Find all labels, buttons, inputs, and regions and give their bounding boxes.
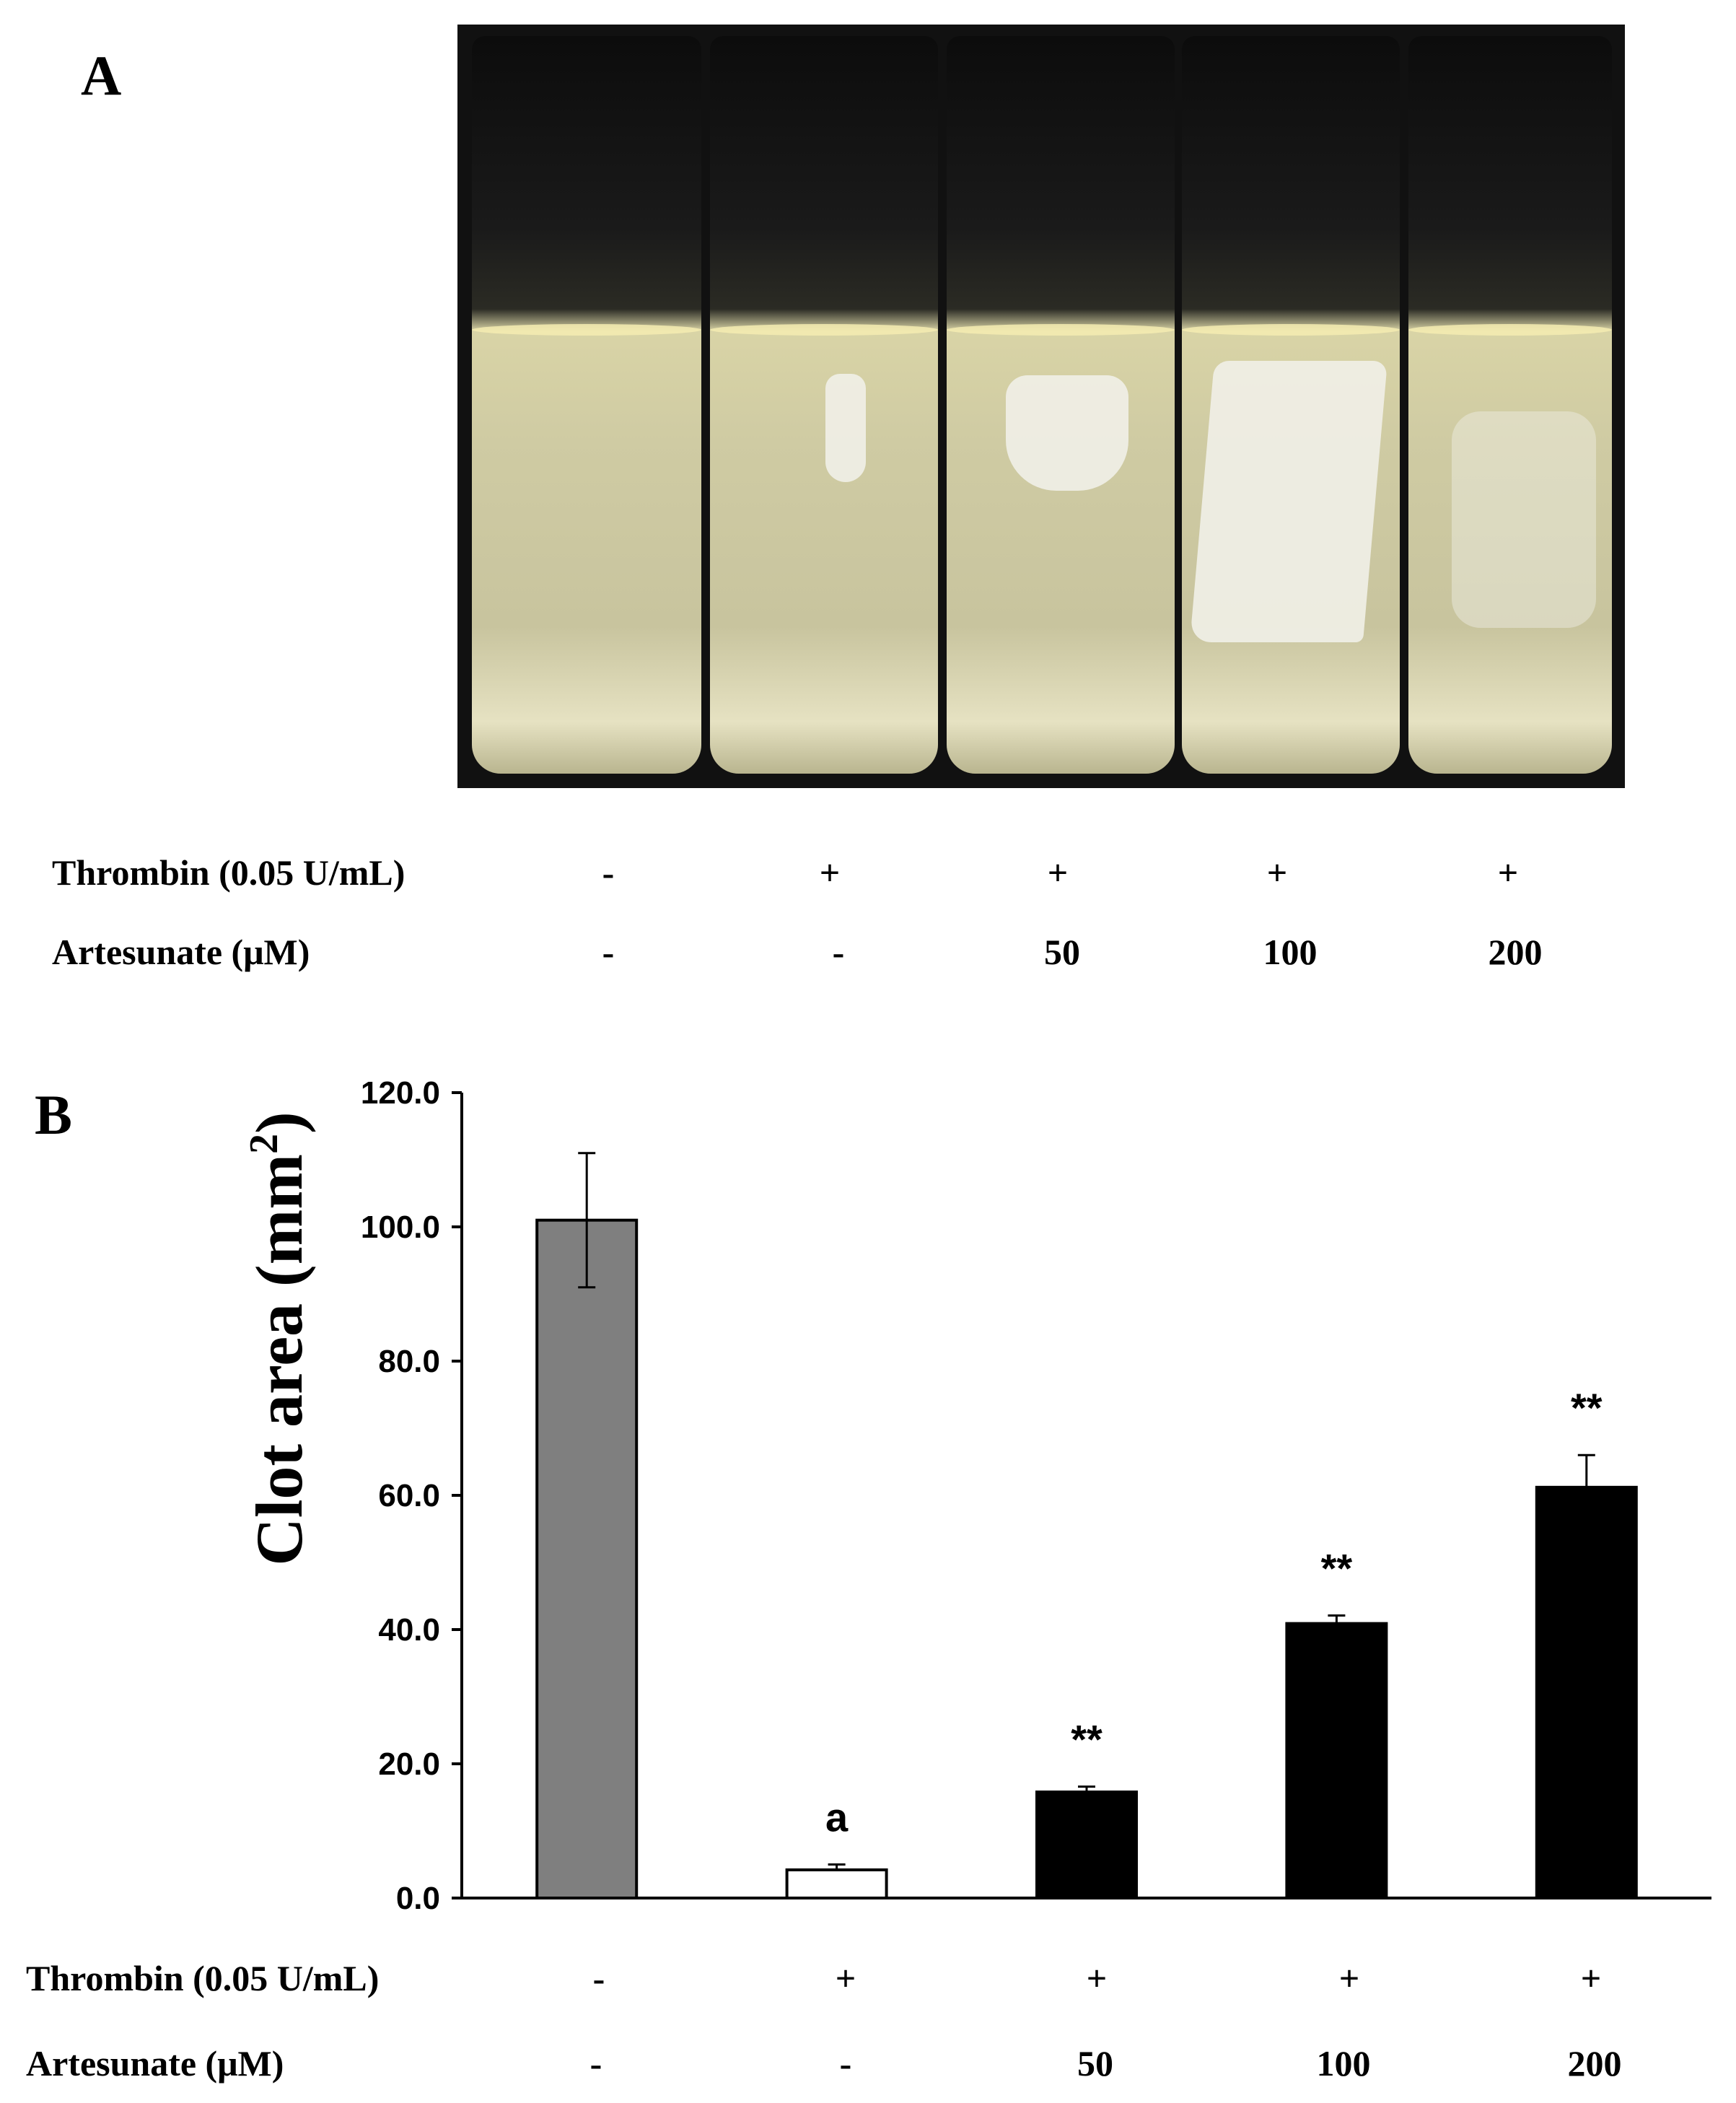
panel-a-thrombin-2: + (819, 852, 841, 893)
clot-tubes-photo (457, 25, 1625, 788)
y-axis-label-close: ) (242, 1111, 316, 1134)
significance-label-2: a (825, 1795, 849, 1840)
panel-b-thrombin-label: Thrombin (0.05 U/mL) (26, 1958, 380, 1998)
panel-b-artesunate-5: 200 (1567, 2043, 1622, 2084)
panel-b-artesunate-3: 50 (1077, 2043, 1113, 2084)
panel-a-artesunate-3: 50 (1044, 932, 1080, 972)
panel-a-artesunate-1: - (602, 932, 615, 972)
bar-3 (1035, 1791, 1138, 1900)
panel-b-label: B (35, 1083, 73, 1146)
chart-bars: a ** ** ** (535, 1152, 1638, 1900)
panel-b-thrombin-5: + (1580, 1958, 1602, 1998)
panel-a-thrombin-3: + (1047, 852, 1069, 893)
y-tick-label: 100.0 (361, 1210, 440, 1245)
significance-label-5: ** (1571, 1385, 1603, 1430)
panel-a-thrombin-5: + (1497, 852, 1519, 893)
panel-a-thrombin-label: Thrombin (0.05 U/mL) (52, 852, 405, 893)
y-tick-label: 40.0 (378, 1612, 440, 1648)
panel-a-artesunate-4: 100 (1263, 932, 1318, 972)
y-tick-label: 120.0 (361, 1075, 440, 1111)
panel-b-artesunate-label: Artesunate (μM) (26, 2043, 284, 2084)
tube-1 (472, 36, 701, 774)
bar-2 (785, 1868, 888, 1899)
y-axis-label-main: Clot area (mm (242, 1154, 316, 1566)
panel-a-thrombin-4: + (1266, 852, 1288, 893)
y-tick-label: 80.0 (378, 1344, 440, 1379)
panel-a-artesunate-label: Artesunate (μM) (52, 932, 310, 972)
panel-b-thrombin-3: + (1086, 1958, 1108, 1998)
chart-axes: 0.0 20.0 40.0 60.0 80.0 100.0 120.0 (361, 1075, 1711, 1916)
tube-3 (947, 36, 1175, 774)
panel-b-thrombin-1: - (592, 1958, 605, 1998)
bar-4 (1285, 1622, 1388, 1899)
panel-a-label: A (81, 44, 122, 107)
panel-a-artesunate-2: - (832, 932, 845, 972)
tube-4 (1182, 36, 1400, 774)
panel-b-artesunate-4: 100 (1316, 2043, 1371, 2084)
panel-b-thrombin-2: + (835, 1958, 856, 1998)
tube-2 (710, 36, 938, 774)
y-axis-label: Clot area (mm2) (242, 1111, 316, 1565)
y-tick-label: 60.0 (378, 1478, 440, 1513)
bar-5 (1535, 1485, 1638, 1900)
tube-5 (1408, 36, 1612, 774)
panel-a-artesunate-5: 200 (1488, 932, 1543, 972)
significance-label-4: ** (1321, 1545, 1353, 1591)
y-axis-label-sup: 2 (242, 1134, 286, 1154)
panel-b-thrombin-4: + (1338, 1958, 1360, 1998)
y-tick-label: 0.0 (396, 1881, 440, 1916)
panel-b-artesunate-1: - (589, 2043, 602, 2084)
y-tick-label: 20.0 (378, 1746, 440, 1782)
bar-1 (535, 1218, 639, 1899)
panel-a-thrombin-1: - (602, 852, 615, 893)
panel-b-artesunate-2: - (839, 2043, 852, 2084)
significance-label-3: ** (1071, 1717, 1102, 1762)
